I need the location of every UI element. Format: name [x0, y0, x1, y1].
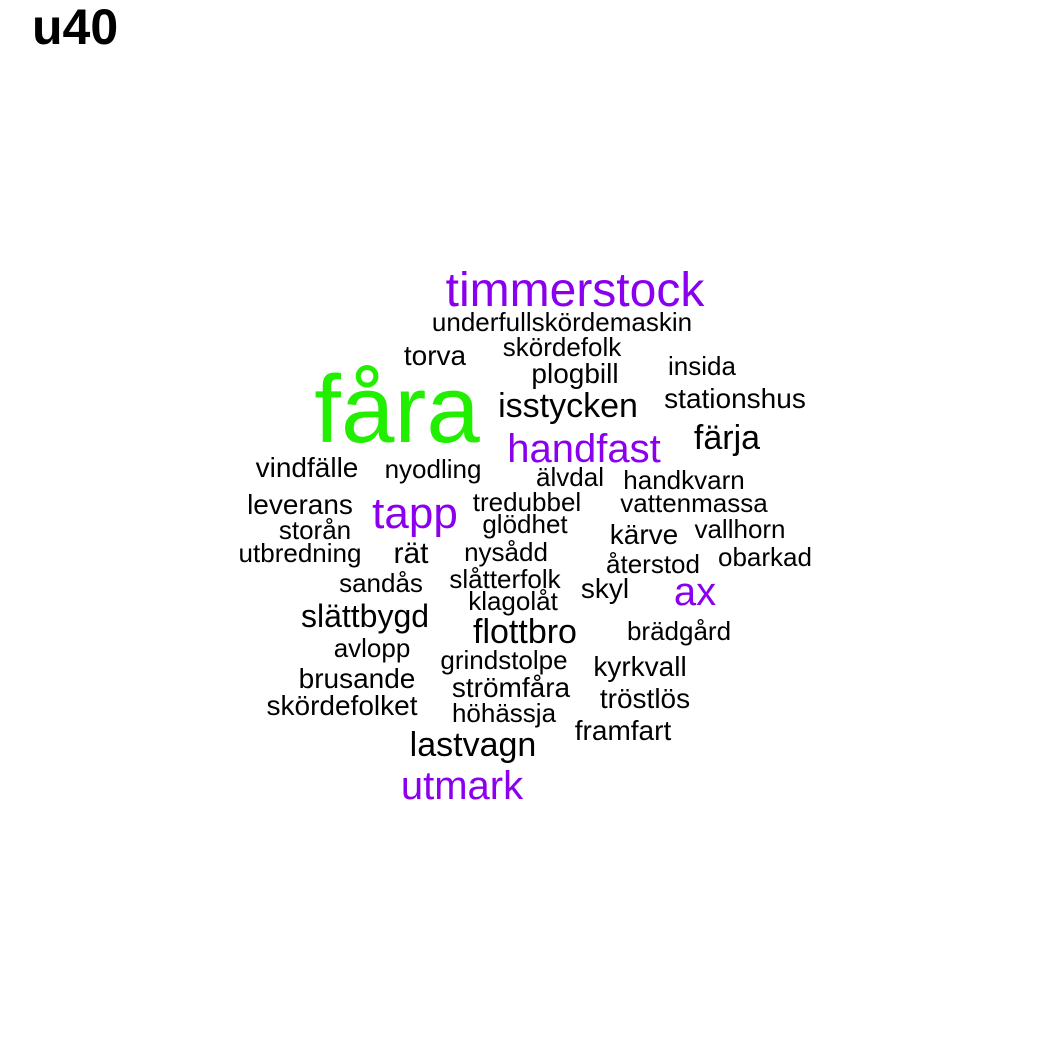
word-vindfalle: vindfälle	[255, 452, 359, 483]
word-aterstod: återstod	[606, 549, 700, 579]
word-insida: insida	[668, 351, 736, 381]
word-handkvarn: handkvarn	[623, 465, 745, 495]
word-utmark: utmark	[400, 764, 524, 808]
word-trostlos: tröstlös	[599, 683, 691, 714]
word-handfast: handfast	[507, 427, 661, 471]
word-timmerstock: timmerstock	[445, 264, 705, 317]
word-obarkad: obarkad	[718, 542, 812, 572]
word-plogbill: plogbill	[531, 358, 619, 389]
word-slattbygd: slättbygd	[300, 598, 430, 634]
word-vattenmassa: vattenmassa	[620, 488, 768, 518]
word-skyl: skyl	[580, 573, 630, 604]
word-slatterfolk: slåtterfolk	[449, 564, 561, 594]
word-leverans: leverans	[247, 489, 353, 520]
word-tredubbel: tredubbel	[472, 487, 582, 517]
word-avlopp: avlopp	[333, 633, 411, 663]
word-skordefolket: skördefolket	[266, 690, 418, 721]
word-tapp: tapp	[372, 489, 458, 538]
word-underfullskordemaskin: underfullskördemaskin	[431, 307, 693, 337]
word-skordefolk: skördefolk	[502, 332, 622, 362]
word-klagolat: klagolåt	[468, 586, 558, 616]
word-flottbro: flottbro	[473, 613, 577, 651]
word-utbredning: utbredning	[238, 538, 362, 568]
word-sandas: sandås	[339, 568, 423, 598]
word-torva: torva	[403, 340, 467, 371]
word-framfart: framfart	[574, 715, 672, 746]
word-vallhorn: vallhorn	[694, 514, 786, 544]
word-bradgard: brädgård	[626, 616, 732, 646]
word-glodhet: glödhet	[482, 509, 568, 539]
word-brusande: brusande	[298, 663, 416, 694]
word-storan: storån	[278, 515, 352, 545]
word-stationshus: stationshus	[664, 383, 806, 414]
word-lastvagn: lastvagn	[409, 726, 537, 764]
word-hohassja: höhässja	[451, 698, 557, 728]
word-nysadd: nysådd	[464, 537, 548, 567]
page-title: u40	[32, 0, 119, 55]
word-fara: fåra	[314, 356, 480, 463]
word-kyrkvall: kyrkvall	[593, 651, 687, 682]
word-alvdal: älvdal	[536, 462, 604, 492]
word-farja: färja	[693, 419, 761, 457]
word-rat: rät	[393, 537, 429, 570]
word-grindstolpe: grindstolpe	[440, 645, 568, 675]
word-ax: ax	[673, 570, 717, 614]
word-nyodling: nyodling	[384, 454, 482, 484]
word-stromfara: strömfåra	[451, 672, 571, 703]
word-karve: kärve	[609, 519, 679, 550]
word-isstycken: isstycken	[498, 387, 638, 425]
